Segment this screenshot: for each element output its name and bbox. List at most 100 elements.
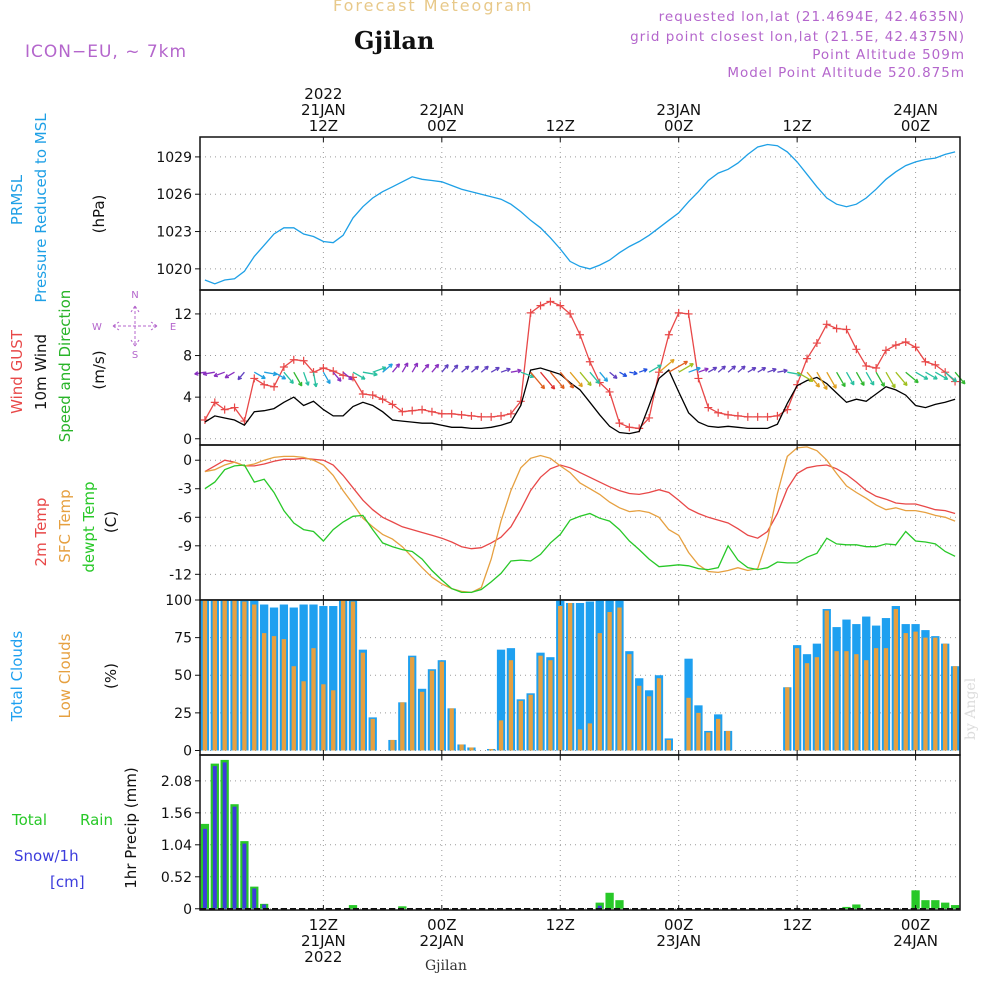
time-label-bottom: 12Z bbox=[309, 916, 338, 934]
gust-marker bbox=[378, 395, 387, 404]
gust-marker bbox=[319, 364, 328, 373]
low-cloud-bar bbox=[943, 643, 948, 751]
compass-north: N bbox=[131, 290, 138, 301]
axis-label: (%) bbox=[102, 663, 120, 689]
wind-arrow bbox=[875, 371, 885, 387]
wind-arrow bbox=[806, 371, 821, 388]
time-label-bottom: 00Z bbox=[427, 916, 456, 934]
low-cloud-bar bbox=[824, 610, 829, 751]
low-cloud-bar bbox=[291, 666, 296, 751]
wind-arrow bbox=[619, 371, 628, 377]
gust-marker bbox=[576, 330, 584, 339]
wind-arrow bbox=[401, 362, 409, 373]
rain-bar bbox=[931, 900, 940, 909]
gust-marker bbox=[289, 355, 298, 364]
panel-pressure: 1020 1023 1026 1029 bbox=[156, 136, 961, 291]
y-tick-label: 0 bbox=[183, 453, 192, 469]
gust-marker bbox=[437, 409, 446, 418]
axis-label: PRMSL bbox=[8, 174, 26, 225]
gust-marker bbox=[694, 374, 703, 383]
low-cloud-bar bbox=[419, 691, 425, 751]
rain-bar bbox=[842, 906, 851, 909]
series-line-prmsl bbox=[204, 143, 956, 285]
gust-marker bbox=[497, 411, 506, 420]
y-tick-label: 75 bbox=[174, 631, 192, 647]
series-line-sfc-temp bbox=[204, 446, 956, 594]
low-cloud-bar bbox=[607, 612, 612, 751]
gust-marker bbox=[743, 412, 752, 421]
wind-arrow bbox=[816, 371, 828, 391]
low-cloud-bar bbox=[864, 660, 869, 751]
low-cloud-bar bbox=[400, 702, 405, 751]
wind-arrow bbox=[855, 371, 865, 387]
gust-marker bbox=[329, 367, 338, 376]
low-cloud-bar bbox=[686, 697, 691, 751]
low-cloud-bar bbox=[232, 600, 237, 751]
time-label-bottom: 2022 bbox=[304, 948, 342, 966]
wind-arrow bbox=[727, 365, 737, 373]
gust-marker bbox=[872, 364, 881, 373]
gust-marker bbox=[279, 362, 288, 371]
low-cloud-bar bbox=[488, 748, 494, 751]
model-label: ICON−EU, ~ 7km bbox=[25, 42, 188, 62]
wind-arrow bbox=[411, 362, 419, 373]
wind-arrow bbox=[629, 370, 638, 376]
compass-east: E bbox=[170, 322, 176, 333]
y-tick-label: 4 bbox=[183, 390, 192, 406]
gust-marker bbox=[911, 343, 920, 352]
low-cloud-bar bbox=[449, 708, 454, 751]
wind-arrow bbox=[796, 371, 814, 382]
gust-marker bbox=[348, 373, 357, 382]
wind-arrow bbox=[530, 371, 546, 390]
gust-marker bbox=[654, 368, 663, 377]
gust-marker bbox=[457, 410, 466, 419]
gust-marker bbox=[585, 357, 594, 366]
gust-marker bbox=[566, 309, 575, 318]
gust-marker bbox=[427, 407, 436, 416]
wind-arrow bbox=[707, 366, 718, 373]
low-cloud-bar bbox=[804, 663, 810, 751]
total-cloud-bar bbox=[496, 649, 506, 751]
low-cloud-bar bbox=[637, 685, 642, 751]
wind-arrow bbox=[382, 363, 393, 373]
gust-marker bbox=[921, 357, 930, 366]
low-cloud-bar bbox=[242, 601, 247, 751]
gust-marker bbox=[684, 309, 693, 318]
wind-arrow bbox=[905, 371, 919, 384]
low-cloud-bar bbox=[597, 633, 602, 751]
rain-bar bbox=[950, 905, 960, 909]
wind-arrow bbox=[362, 371, 378, 377]
side-label-total: Total bbox=[11, 811, 47, 829]
wind-arrow bbox=[559, 371, 575, 389]
y-tick-label: 1023 bbox=[156, 225, 192, 241]
low-cloud-bar bbox=[666, 739, 672, 751]
total-cloud-bar bbox=[329, 606, 338, 751]
wind-arrow bbox=[480, 365, 489, 373]
gust-marker bbox=[477, 412, 486, 421]
snow-bar bbox=[232, 806, 237, 909]
wind-arrow bbox=[540, 371, 556, 390]
snow-bar bbox=[222, 762, 227, 909]
axis-label: dewpt Temp bbox=[80, 481, 98, 572]
gust-marker bbox=[506, 409, 515, 418]
gust-marker bbox=[931, 360, 940, 369]
wind-arrow bbox=[312, 372, 318, 388]
panel-frame bbox=[199, 754, 961, 911]
wind-arrow bbox=[638, 368, 648, 373]
low-cloud-bar bbox=[834, 651, 839, 751]
gust-marker bbox=[398, 407, 407, 416]
wind-arrow bbox=[461, 365, 470, 373]
wind-arrow bbox=[490, 366, 500, 373]
wind-arrow bbox=[224, 371, 235, 379]
y-tick-label: 8 bbox=[183, 349, 192, 365]
point-altitude: Point Altitude 509m bbox=[812, 47, 965, 63]
wind-arrow bbox=[658, 358, 675, 373]
panel-precipitation: 0 0.52 1.04 1.56 2.08 bbox=[161, 754, 961, 918]
time-label-top: 00Z bbox=[664, 117, 693, 135]
panel-wind: 0 4 8 12 bbox=[174, 289, 966, 448]
gust-marker bbox=[664, 330, 673, 339]
gust-marker bbox=[891, 341, 900, 350]
gust-marker bbox=[881, 346, 890, 355]
wind-arrow bbox=[283, 371, 294, 384]
panel-frame bbox=[199, 444, 961, 601]
